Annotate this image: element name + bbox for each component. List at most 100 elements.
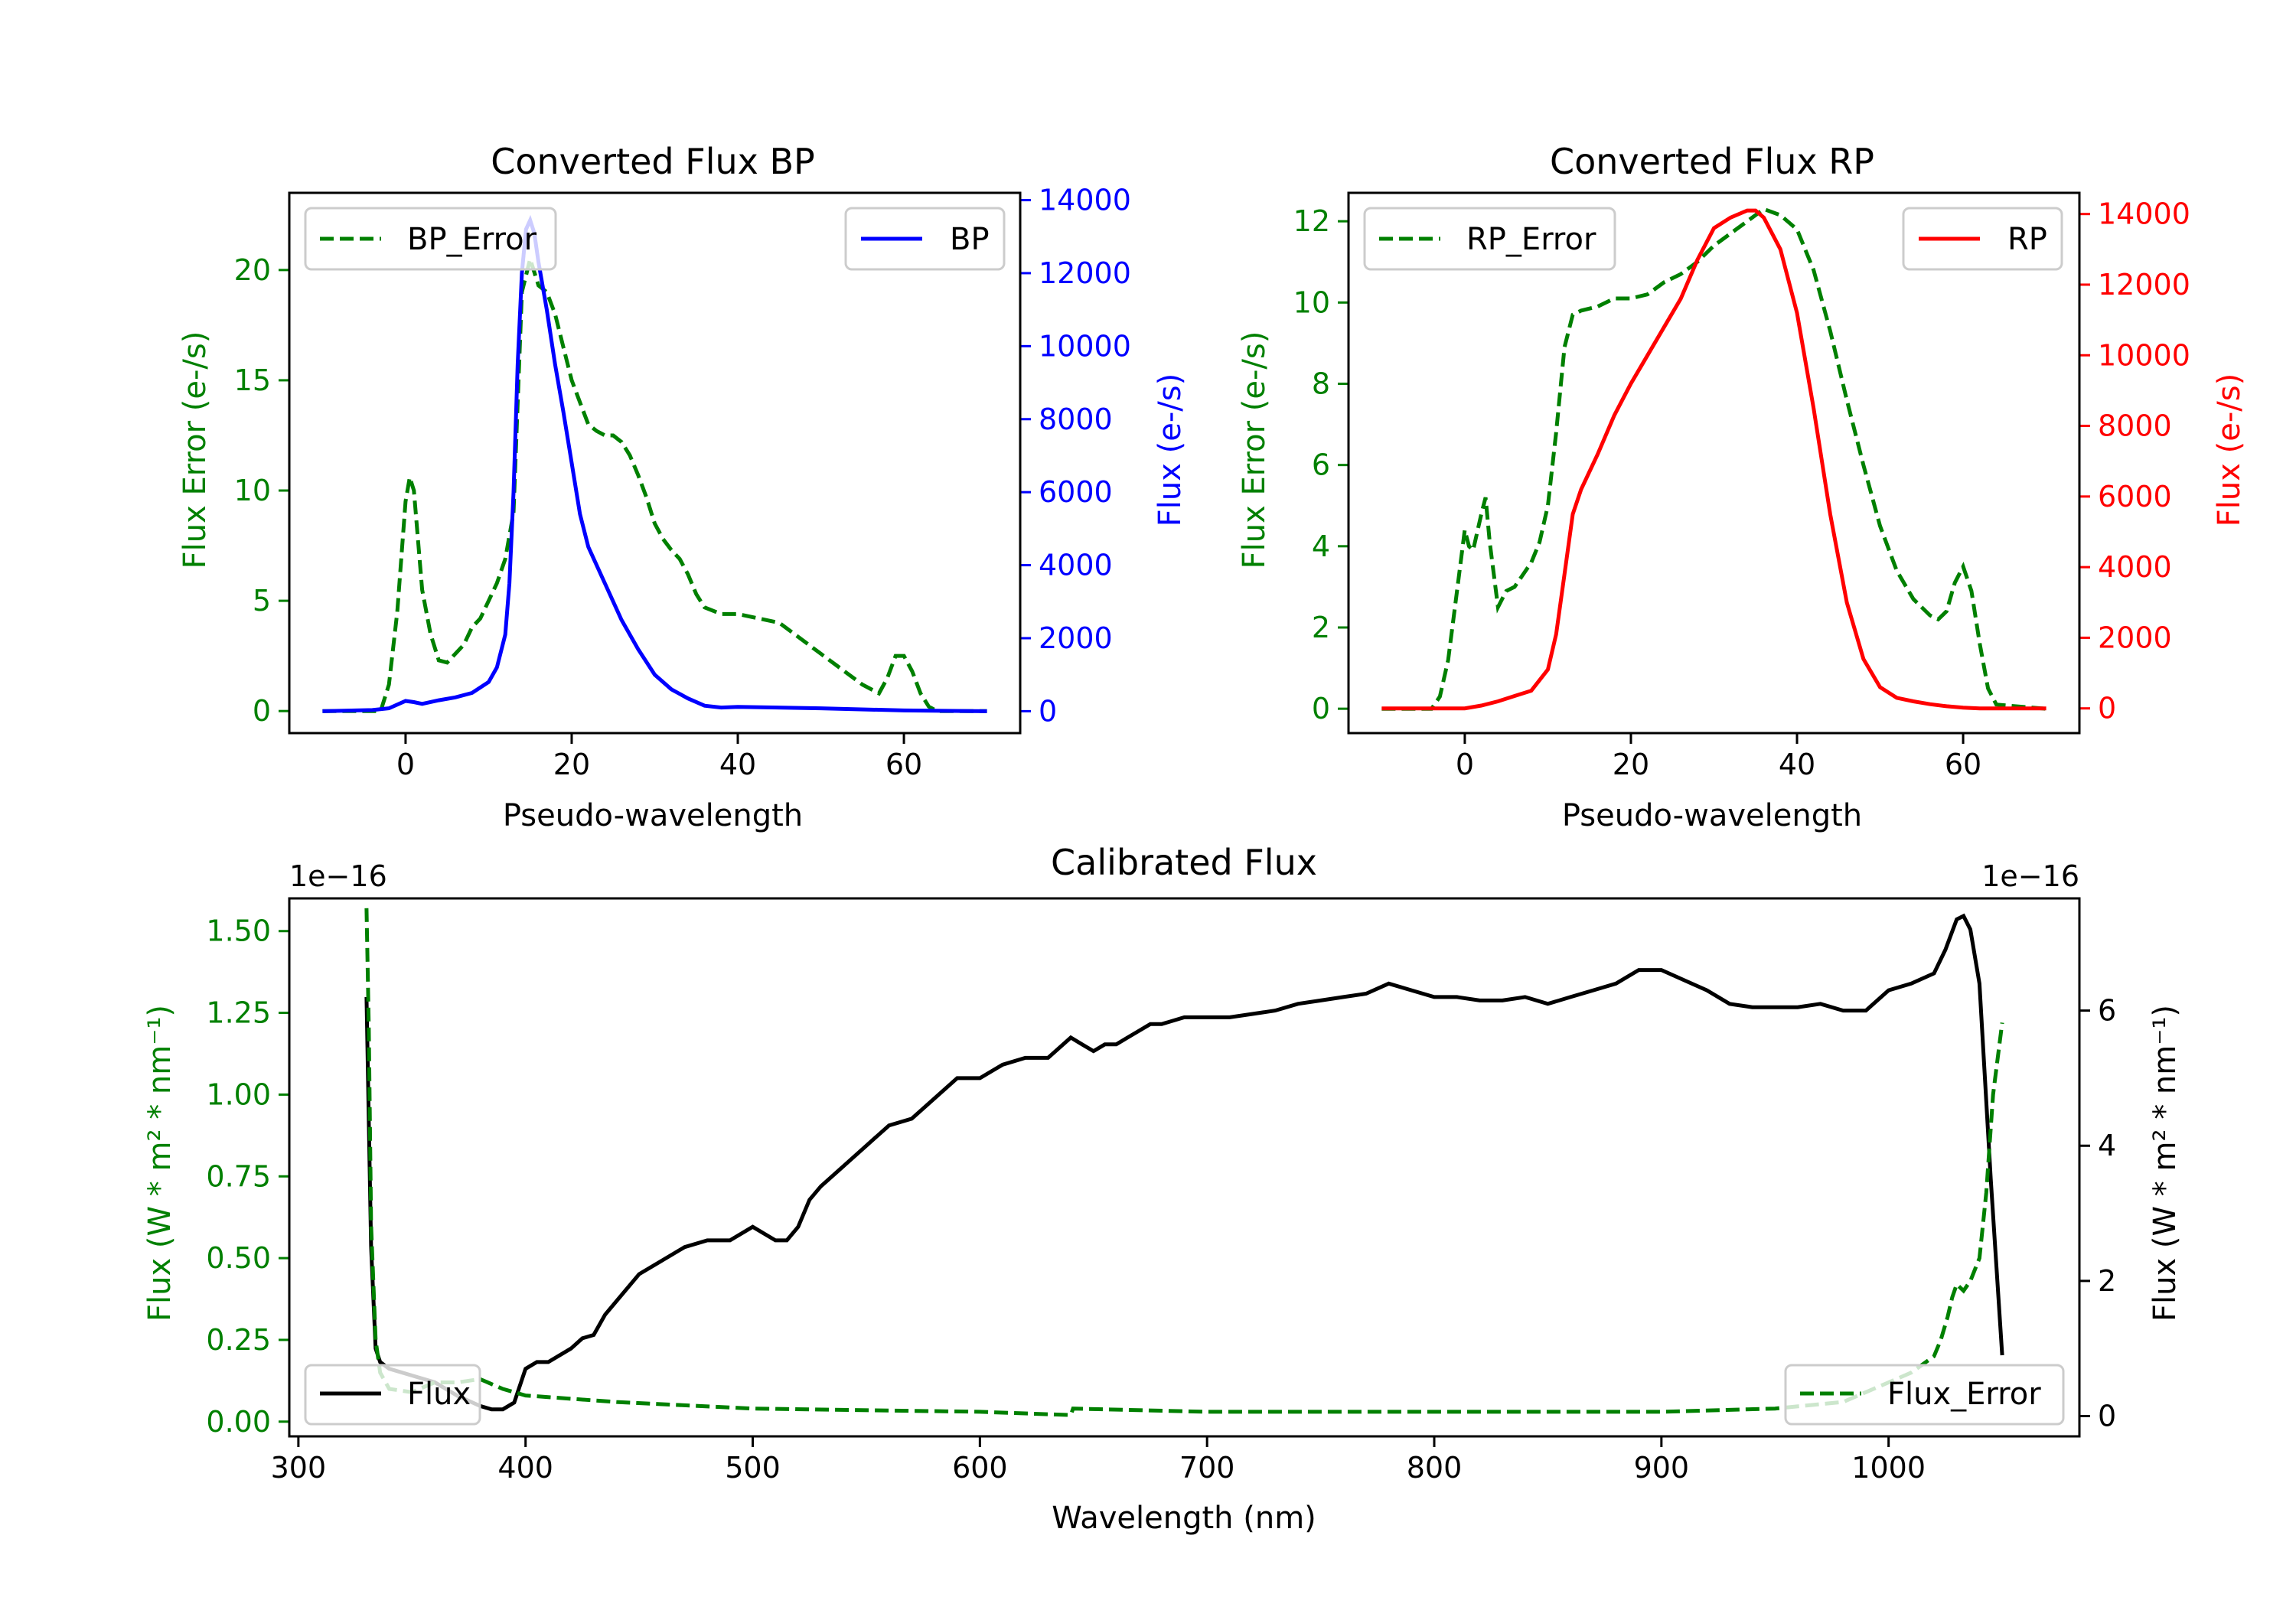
cal-ylabel-right: Flux (W * m² * nm⁻¹) (2148, 1005, 2183, 1322)
rp-xtick-label: 60 (1945, 748, 1981, 781)
bp-legend-flux-label: BP (950, 222, 990, 257)
bp-xlabel: Pseudo-wavelength (503, 798, 803, 833)
cal-ytick-left-label: 0.50 (206, 1241, 271, 1275)
rp-plot-frame (1347, 191, 2081, 735)
rp-title: Converted Flux RP (1550, 141, 1874, 182)
bp-error-line (322, 252, 987, 713)
rp-legend-flux-label: RP (2007, 222, 2047, 257)
rp-ylabel-right: Flux (e-/s) (2212, 373, 2247, 526)
cal-flux-line (364, 913, 2004, 1412)
bp-xtick-label: 0 (396, 748, 415, 781)
bp-ticks: 0 20 40 60 0 5 10 15 20 0 2000 4000 6000 8000 10000 120… (234, 184, 1131, 781)
cal-legend-error-label: Flux_Error (1887, 1377, 2041, 1412)
cal-xtick-label: 300 (271, 1451, 327, 1485)
panel-calibrated: Calibrated Flux Wavelength (nm) Flux (W … (142, 842, 2183, 1536)
cal-xtick-label: 1000 (1851, 1451, 1926, 1485)
cal-xlabel: Wavelength (nm) (1052, 1501, 1316, 1536)
rp-ytick-right-label: 10000 (2098, 338, 2190, 372)
rp-ytick-right-label: 12000 (2098, 268, 2190, 302)
cal-xtick-label: 500 (725, 1451, 781, 1485)
cal-ytick-left-label: 1.50 (206, 914, 271, 948)
rp-ytick-left-label: 0 (1312, 692, 1330, 725)
rp-legend-error-label: RP_Error (1466, 222, 1596, 257)
cal-ytick-left-label: 0.25 (206, 1323, 271, 1357)
bp-ytick-right-label: 4000 (1039, 549, 1113, 582)
bp-ytick-left-label: 0 (253, 694, 271, 728)
cal-exponent-right: 1e−16 (1981, 859, 2079, 893)
bp-legend-error-label: BP_Error (407, 222, 537, 257)
bp-legend-right-box (844, 207, 1006, 271)
cal-xtick-label: 800 (1407, 1451, 1463, 1485)
cal-legend-right-box (1784, 1364, 2065, 1426)
rp-ytick-left-label: 6 (1312, 448, 1330, 482)
cal-legend-right: Flux_Error (1784, 1364, 2065, 1426)
cal-ytick-right-label: 2 (2098, 1264, 2116, 1298)
cal-title: Calibrated Flux (1051, 842, 1317, 883)
rp-ytick-right-label: 6000 (2098, 480, 2172, 513)
rp-legend-right-box (1902, 207, 2063, 271)
bp-xtick-label: 20 (553, 748, 590, 781)
bp-ytick-left-label: 20 (234, 253, 271, 287)
cal-legend-flux-label: Flux (407, 1377, 471, 1412)
rp-ytick-left-label: 12 (1293, 204, 1330, 238)
rp-ytick-left-label: 2 (1312, 611, 1330, 644)
rp-ytick-right-label: 2000 (2098, 621, 2172, 654)
panel-rp: Converted Flux RP Pseudo-wavelength Flux… (1237, 141, 2247, 833)
bp-legend-left: BP_Error (304, 207, 557, 271)
rp-legend-left: RP_Error (1363, 207, 1616, 271)
bp-ytick-right-label: 10000 (1039, 329, 1131, 363)
panel-bp: Converted Flux BP Pseudo-wavelength Flux… (178, 141, 1188, 833)
cal-ytick-right-label: 6 (2098, 994, 2116, 1028)
rp-xtick-label: 20 (1613, 748, 1649, 781)
cal-xtick-label: 700 (1179, 1451, 1235, 1485)
bp-ytick-right-label: 0 (1039, 694, 1057, 728)
rp-error-line (1381, 207, 2047, 711)
bp-ytick-left-label: 15 (234, 363, 271, 397)
cal-ylabel-left: Flux (W * m² * nm⁻¹) (142, 1005, 178, 1322)
rp-ticks: 0 20 40 60 0 2 4 6 8 10 12 0 2000 4000 6000 8000 10000 12… (1293, 197, 2190, 781)
rp-ytick-right-label: 8000 (2098, 409, 2172, 443)
cal-ytick-left-label: 1.25 (206, 996, 271, 1030)
cal-xtick-label: 900 (1634, 1451, 1690, 1485)
bp-title: Converted Flux BP (491, 141, 815, 182)
rp-ytick-left-label: 10 (1293, 285, 1330, 319)
rp-flux-line (1381, 208, 2047, 711)
cal-xtick-label: 400 (497, 1451, 553, 1485)
bp-ytick-right-label: 14000 (1039, 184, 1131, 217)
cal-ytick-left-label: 0.00 (206, 1405, 271, 1439)
rp-ylabel-left: Flux Error (e-/s) (1237, 331, 1272, 569)
bp-xtick-label: 60 (885, 748, 922, 781)
bp-ytick-left-label: 10 (234, 474, 271, 507)
rp-xtick-label: 0 (1456, 748, 1474, 781)
bp-ylabel-left: Flux Error (e-/s) (178, 331, 213, 569)
rp-ytick-right-label: 4000 (2098, 550, 2172, 584)
bp-ytick-left-label: 5 (253, 584, 271, 618)
cal-ytick-left-label: 0.75 (206, 1159, 271, 1193)
cal-plot-frame (288, 897, 2081, 1438)
cal-ytick-right-label: 0 (2098, 1400, 2116, 1433)
bp-ytick-right-label: 12000 (1039, 256, 1131, 290)
rp-ytick-left-label: 8 (1312, 367, 1330, 400)
bp-ytick-right-label: 6000 (1039, 475, 1113, 509)
rp-ytick-right-label: 0 (2098, 692, 2116, 725)
rp-legend-right: RP (1902, 207, 2063, 271)
rp-xtick-label: 40 (1779, 748, 1815, 781)
bp-ylabel-right: Flux (e-/s) (1153, 373, 1188, 526)
bp-plot-frame (288, 191, 1022, 735)
rp-ytick-right-label: 14000 (2098, 197, 2190, 231)
rp-legend-left-box (1363, 207, 1616, 271)
cal-legend-left-box (304, 1364, 481, 1426)
cal-legend-left: Flux (304, 1364, 481, 1426)
cal-ytick-left-label: 1.00 (206, 1077, 271, 1111)
rp-ytick-left-label: 4 (1312, 530, 1330, 563)
rp-xlabel: Pseudo-wavelength (1562, 798, 1862, 833)
bp-xtick-label: 40 (719, 748, 756, 781)
bp-ytick-right-label: 2000 (1039, 621, 1113, 655)
cal-ytick-right-label: 4 (2098, 1129, 2116, 1162)
bp-ytick-right-label: 8000 (1039, 403, 1113, 436)
bp-legend-left-box (304, 207, 557, 271)
cal-exponent-left: 1e−16 (289, 859, 387, 893)
cal-xtick-label: 600 (952, 1451, 1008, 1485)
bp-legend-right: BP (844, 207, 1006, 271)
